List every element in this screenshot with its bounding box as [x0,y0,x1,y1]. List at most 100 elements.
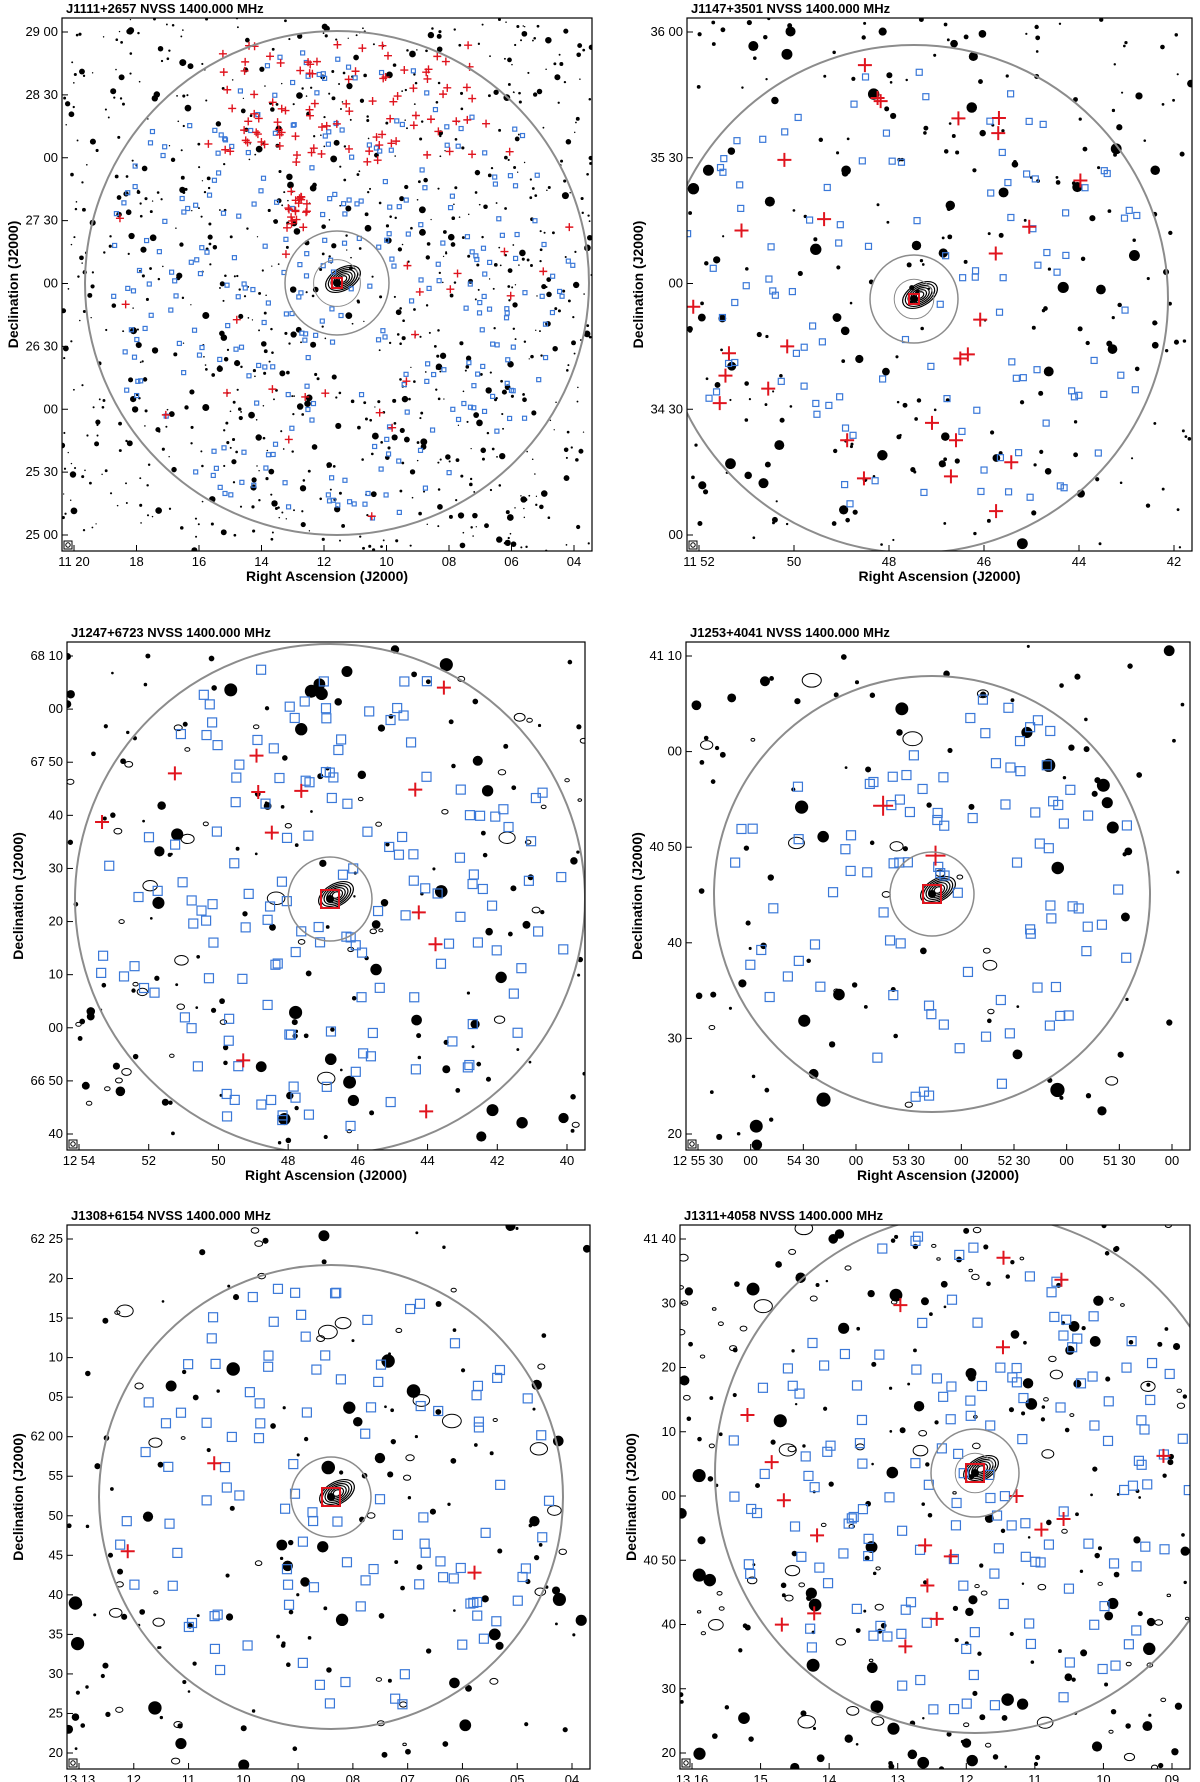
source-blob [1012,1049,1023,1060]
source-blob [180,526,184,530]
blue-square [477,299,483,306]
source-blob [266,449,269,452]
blue-square [1102,1435,1114,1447]
blue-square [121,1516,132,1527]
outer-circle [98,1264,564,1730]
source-blob [545,36,552,44]
source-blob [914,417,918,421]
source-blob [1180,1546,1190,1556]
source-blob [823,74,827,78]
source-blob [756,331,762,338]
source-blob [554,307,558,311]
blue-square [169,269,175,275]
source-blob [521,30,528,37]
source-blob [1104,1251,1110,1256]
source-blob [570,1094,576,1100]
red-cross [254,114,263,123]
blue-square [417,447,424,453]
source-blob [943,149,949,154]
source-blob [922,1717,925,1720]
blue-square [229,1094,240,1106]
blue-square [875,1620,886,1631]
blue-square [938,772,949,783]
source-blob [356,299,360,303]
panel-title: J1308+6154 NVSS 1400.000 MHz [71,1208,271,1223]
source-blob [467,254,471,258]
source-blob [1050,1082,1065,1098]
y-tick-label: 36 00 [650,24,683,39]
blue-square [945,1414,956,1425]
blue-square [396,509,402,515]
blue-square [533,926,544,937]
blue-square [143,237,150,244]
source-contour [493,1015,506,1024]
blue-square [745,1568,756,1580]
blue-square [358,392,365,398]
source-blob [208,222,212,226]
blue-square [425,361,431,367]
blue-square [1055,1402,1066,1413]
source-blob [586,324,590,328]
source-blob [576,850,580,854]
source-blob [1164,1327,1169,1331]
source-blob [785,26,796,37]
blue-square [172,278,178,284]
source-contour [833,988,840,994]
source-blob [226,1362,240,1376]
source-contour [577,798,583,802]
source-blob [101,405,105,409]
red-cross [506,291,515,300]
red-cross [291,132,300,141]
source-blob [854,680,860,685]
source-blob [1125,1723,1131,1729]
source-blob [326,1667,332,1673]
blue-square [812,399,820,408]
blue-square [197,270,204,277]
source-blob [588,155,592,161]
source-blob [791,1550,798,1557]
blue-square [221,445,227,451]
blue-square [360,1575,371,1586]
source-blob [1111,108,1116,113]
source-blob [411,671,417,678]
source-blob [95,148,99,152]
source-blob [447,1502,451,1506]
blue-square [352,75,358,81]
source-blob [245,37,250,43]
source-blob [414,81,418,85]
source-blob [748,41,759,52]
blue-square [300,1331,311,1342]
source-blob [411,496,414,499]
source-blob [305,291,308,294]
source-blob [255,434,262,441]
source-blob [289,1005,303,1020]
source-blob [439,458,442,461]
blue-square [431,371,437,378]
red-cross [386,114,395,123]
red-crosses [873,795,946,904]
red-cross [422,68,431,77]
source-blob [292,103,295,106]
blue-square [446,470,452,476]
blue-square [805,1623,816,1634]
source-blob [855,1742,859,1746]
source-blob [1082,146,1088,152]
blue-square [168,307,174,313]
source-blob [758,478,769,489]
blue-square [542,354,549,361]
blue-square [995,994,1006,1006]
blue-square [221,1482,232,1493]
blue-square [687,230,692,238]
inner-circle [284,230,390,336]
blue-square [519,132,526,139]
source-blob [540,490,548,497]
source-blob [248,411,255,419]
red-cross [277,104,286,113]
blue-square [757,1382,769,1393]
source-blob [219,998,225,1005]
source-blob [363,73,367,78]
source-blob [576,524,581,530]
source-blob [1187,79,1192,88]
source-blob [166,57,170,61]
red-crosses [687,58,1088,519]
